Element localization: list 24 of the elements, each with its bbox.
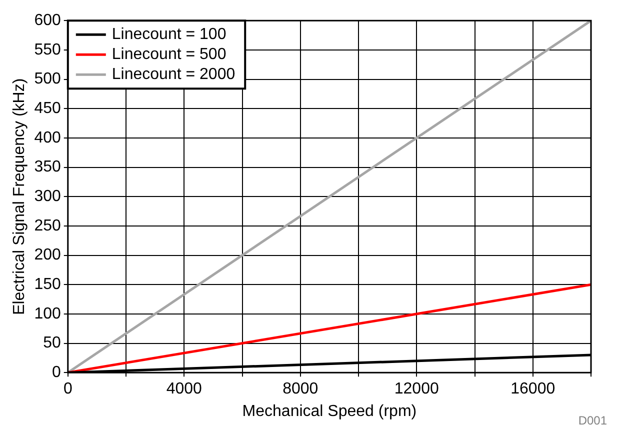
text: D001	[578, 413, 608, 428]
y-tick-label: 100	[34, 305, 61, 322]
x-tick-label: 12000	[394, 380, 439, 398]
x-tick-label: 0	[63, 380, 72, 398]
x-axis-title: Mechanical Speed (rpm)	[242, 402, 417, 420]
y-tick-label: 600	[34, 12, 61, 30]
y-tick-label: 0	[52, 364, 61, 382]
x-tick-label: 16000	[510, 380, 556, 398]
y-tick-label: 350	[34, 158, 61, 176]
legend-label: Linecount = 100	[112, 26, 226, 44]
y-tick-label: 450	[34, 100, 61, 118]
legend-label: Linecount = 2000	[112, 66, 236, 84]
y-tick-label: 550	[34, 41, 61, 58]
y-tick-label: 150	[34, 276, 61, 294]
y-tick-label: 50	[43, 334, 61, 352]
x-tick-label: 8000	[282, 380, 318, 398]
y-tick-label: 300	[34, 188, 61, 206]
y-tick-label: 200	[34, 246, 61, 264]
x-tick-label: 4000	[166, 380, 202, 398]
y-tick-label: 250	[34, 217, 61, 234]
y-tick-label: 400	[34, 129, 61, 146]
y-axis-title: Electrical Signal Frequency (kHz)	[11, 78, 28, 315]
legend-label: Linecount = 500	[112, 46, 226, 64]
y-tick-label: 500	[34, 70, 61, 88]
